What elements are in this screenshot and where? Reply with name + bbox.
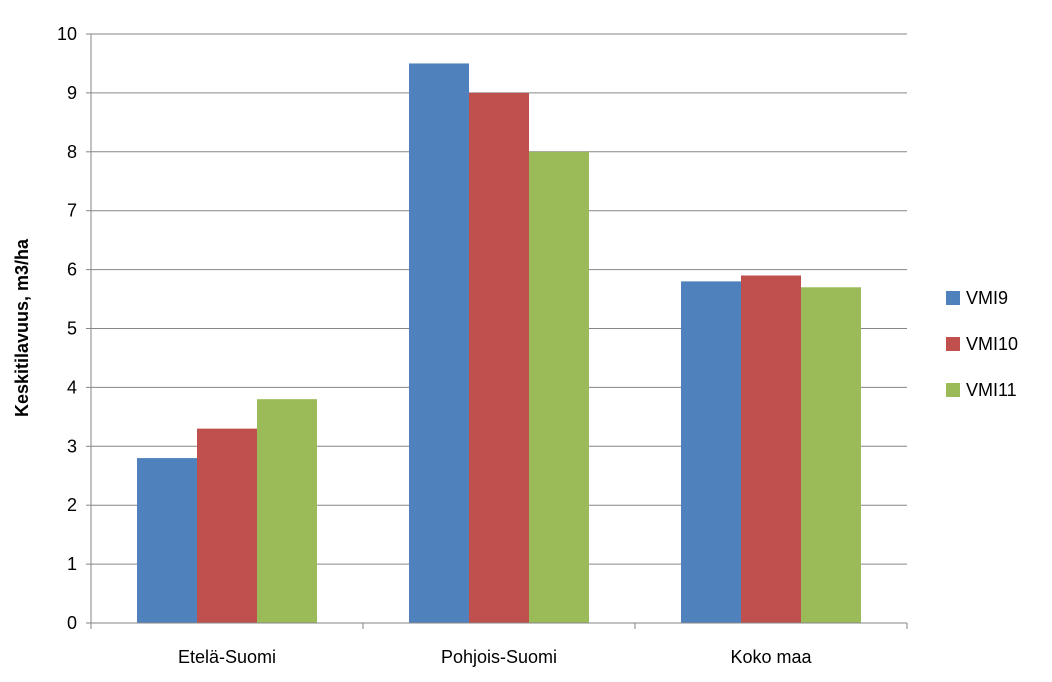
y-tick-label: 4 bbox=[67, 377, 77, 397]
bar-vmi9-3 bbox=[681, 281, 741, 623]
x-tick-label: Koko maa bbox=[730, 647, 812, 667]
legend-label: VMI9 bbox=[966, 288, 1008, 308]
x-tick-label: Pohjois-Suomi bbox=[441, 647, 557, 667]
legend-item: VMI10 bbox=[946, 334, 1018, 354]
y-tick-label: 6 bbox=[67, 260, 77, 280]
y-tick-label: 9 bbox=[67, 83, 77, 103]
y-tick-label: 8 bbox=[67, 142, 77, 162]
axes bbox=[86, 33, 908, 629]
y-tick-label: 2 bbox=[67, 495, 77, 515]
y-tick-label: 0 bbox=[67, 613, 77, 633]
y-tick-label: 7 bbox=[67, 201, 77, 221]
legend-label: VMI11 bbox=[966, 380, 1017, 400]
bar-vmi11-3 bbox=[801, 287, 861, 623]
legend: VMI9 VMI10 VMI11 bbox=[946, 288, 1018, 400]
legend-label: VMI10 bbox=[966, 334, 1018, 354]
bars bbox=[137, 63, 861, 624]
x-tick-label: Etelä-Suomi bbox=[178, 647, 276, 667]
y-tick-label: 5 bbox=[67, 319, 77, 339]
x-tick-labels: Etelä-Suomi Pohjois-Suomi Koko maa bbox=[178, 647, 813, 667]
legend-swatch bbox=[946, 291, 960, 305]
legend-item: VMI9 bbox=[946, 288, 1008, 308]
y-tick-label: 10 bbox=[57, 24, 77, 44]
y-tick-labels: 0 1 2 3 4 5 6 7 8 9 10 bbox=[57, 24, 77, 633]
bar-vmi10-1 bbox=[197, 428, 257, 623]
bar-vmi10-3 bbox=[741, 275, 801, 623]
bar-vmi10-2 bbox=[469, 92, 529, 623]
bar-vmi9-2 bbox=[409, 63, 469, 623]
y-tick-label: 1 bbox=[67, 554, 77, 574]
y-axis-title: Keskitilavuus, m3/ha bbox=[12, 238, 32, 417]
legend-swatch bbox=[946, 383, 960, 397]
legend-item: VMI11 bbox=[946, 380, 1017, 400]
bar-vmi9-1 bbox=[137, 458, 197, 623]
bar-vmi11-2 bbox=[529, 151, 589, 624]
legend-swatch bbox=[946, 337, 960, 351]
y-tick-label: 3 bbox=[67, 436, 77, 456]
bar-vmi11-1 bbox=[257, 399, 317, 623]
